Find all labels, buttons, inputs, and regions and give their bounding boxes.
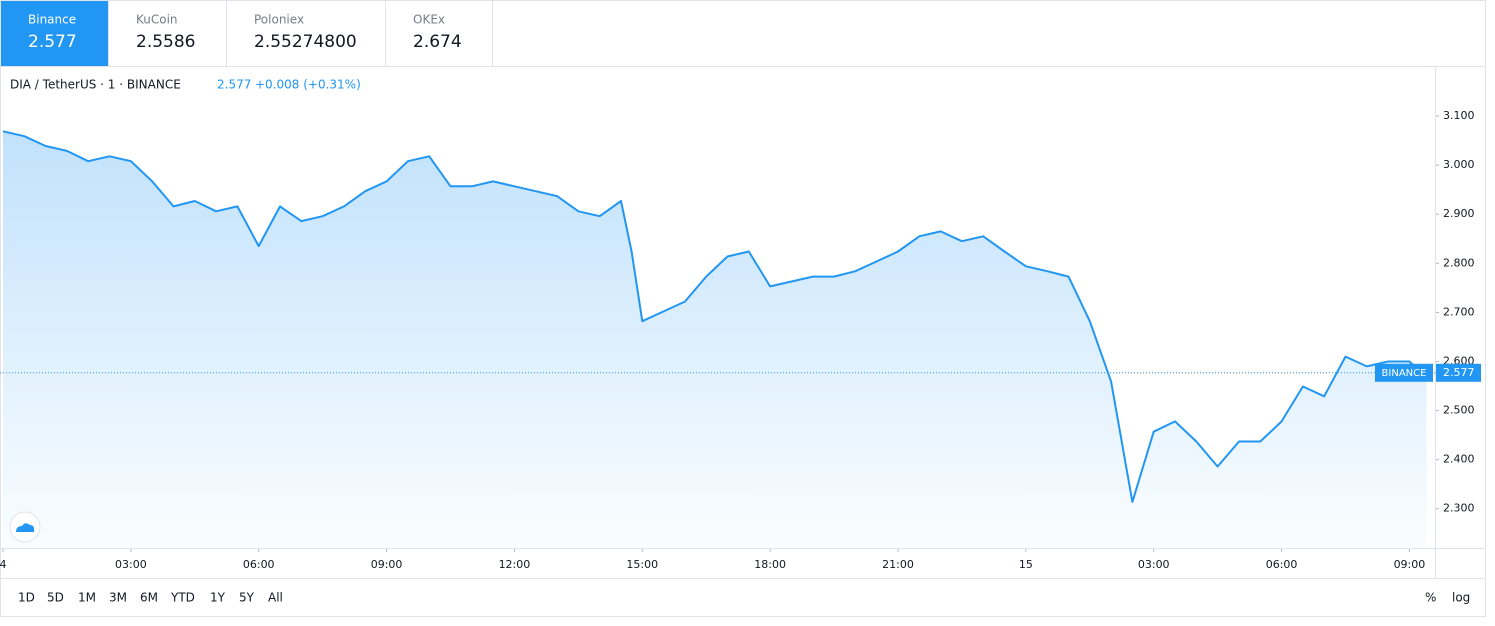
symbol-title: DIA / TetherUS · 1 · BINANCE — [10, 78, 181, 92]
exchange-tab[interactable]: Binance 2.577 — [1, 1, 109, 66]
tab-background[interactable] — [1, 1, 108, 66]
y-tick-label: 3.100 — [1443, 109, 1475, 122]
logo — [9, 511, 41, 543]
toolbar: 1D 5D 1M 3M 6M YTD 1Y 5Y All% log — [18, 591, 1470, 605]
tab-price[interactable]: 2.577 — [28, 32, 77, 52]
y-tick-label: 2.500 — [1443, 404, 1475, 417]
x-tick-label: 15:00 — [626, 558, 658, 571]
tab-background[interactable] — [227, 1, 385, 66]
x-tick-label: 03:00 — [115, 558, 147, 571]
y-tick-label: 2.400 — [1443, 453, 1475, 466]
x-tick-label: 09:00 — [371, 558, 403, 571]
logo-cloud — [16, 523, 35, 532]
x-tick-label: 03:00 — [1138, 558, 1170, 571]
scale-toggle[interactable]: % — [1425, 591, 1436, 605]
range-button[interactable]: 5Y — [239, 591, 255, 605]
y-tick-label: 2.800 — [1443, 256, 1475, 269]
range-button[interactable]: All — [268, 591, 283, 605]
y-tick-label: 3.000 — [1443, 158, 1475, 171]
range-button[interactable]: YTD — [170, 591, 195, 605]
range-button[interactable]: 1Y — [210, 591, 226, 605]
tab-name[interactable]: KuCoin — [136, 13, 178, 27]
price-tag — [1436, 363, 1481, 382]
exchange-tab[interactable]: Poloniex 2.55274800 — [227, 1, 386, 66]
y-tick-label: 2.300 — [1443, 502, 1475, 515]
x-tick-label: 18:00 — [754, 558, 786, 571]
tab-price[interactable]: 2.55274800 — [254, 32, 357, 52]
tab-name[interactable]: Poloniex — [254, 13, 304, 27]
x-tick-label: 15 — [1019, 558, 1033, 571]
range-button[interactable]: 6M — [140, 591, 158, 605]
y-tick-label: 2.700 — [1443, 305, 1475, 318]
tab-name[interactable]: OKEx — [413, 13, 445, 27]
x-tick-label: 06:00 — [243, 558, 275, 571]
tab-background[interactable] — [386, 1, 492, 66]
chart-area: 2.3002.4002.5002.6002.7002.8002.9003.000… — [0, 109, 1481, 571]
area-fill — [3, 131, 1427, 549]
x-tick-label: 21:00 — [882, 558, 914, 571]
exchange-tag — [1375, 363, 1433, 382]
exchange-tabs: Binance 2.577 KuCoin 2.5586 Poloniex 2.552748… — [1, 1, 493, 66]
exchange-tab[interactable]: KuCoin 2.5586 — [109, 1, 227, 66]
tab-price[interactable]: 2.674 — [413, 32, 462, 52]
y-tick-label: 2.900 — [1443, 207, 1475, 220]
x-tick-label: 06:00 — [1266, 558, 1298, 571]
tab-background[interactable] — [109, 1, 226, 66]
x-tick-label: 12:00 — [499, 558, 531, 571]
tab-name[interactable]: Binance — [28, 13, 76, 27]
exchange-tag-label: BINANCE — [1382, 368, 1427, 379]
range-button[interactable]: 1D — [18, 591, 35, 605]
last-price: 2.577 — [217, 78, 251, 92]
x-tick-label: 4 — [0, 558, 7, 571]
price-change: +0.008 (+0.31%) — [255, 78, 361, 92]
price-tag-label: 2.577 — [1443, 366, 1475, 379]
range-button[interactable]: 1M — [78, 591, 96, 605]
tab-price[interactable]: 2.5586 — [136, 32, 195, 52]
exchange-tab[interactable]: OKEx 2.674 — [386, 1, 493, 66]
x-tick-label: 09:00 — [1394, 558, 1426, 571]
scale-toggle[interactable]: log — [1452, 591, 1470, 605]
price-line — [2, 130, 1427, 503]
range-button[interactable]: 5D — [47, 591, 64, 605]
range-button[interactable]: 3M — [109, 591, 127, 605]
